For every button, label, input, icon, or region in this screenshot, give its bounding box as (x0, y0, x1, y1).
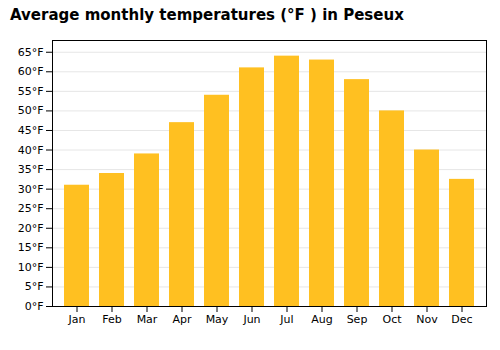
svg-text:Mar: Mar (137, 313, 158, 326)
svg-text:Oct: Oct (382, 313, 402, 326)
svg-text:30°F: 30°F (18, 183, 44, 196)
svg-text:Apr: Apr (172, 313, 192, 326)
svg-text:45°F: 45°F (18, 124, 44, 137)
svg-text:Jul: Jul (279, 313, 293, 326)
svg-text:40°F: 40°F (18, 144, 44, 157)
svg-text:25°F: 25°F (18, 202, 44, 215)
svg-text:Dec: Dec (451, 313, 472, 326)
svg-text:5°F: 5°F (25, 280, 44, 293)
svg-text:Jan: Jan (68, 313, 86, 326)
svg-text:50°F: 50°F (18, 104, 44, 117)
svg-text:Sep: Sep (347, 313, 368, 326)
svg-text:May: May (206, 313, 229, 326)
svg-text:55°F: 55°F (18, 85, 44, 98)
html-text:Average monthly temperatures (: Average monthly temperatures (°F ) in Pe… (10, 6, 404, 24)
svg-text:15°F: 15°F (18, 241, 44, 254)
svg-text:65°F: 65°F (18, 46, 44, 59)
svg-text:Aug: Aug (311, 313, 332, 326)
svg-text:Feb: Feb (102, 313, 121, 326)
svg-text:20°F: 20°F (18, 222, 44, 235)
svg-text:10°F: 10°F (18, 261, 44, 274)
svg-text:60°F: 60°F (18, 65, 44, 78)
svg-text:Nov: Nov (416, 313, 438, 326)
svg-text:35°F: 35°F (18, 163, 44, 176)
svg-text:0°F: 0°F (25, 300, 44, 313)
svg-text:Jun: Jun (242, 313, 260, 326)
